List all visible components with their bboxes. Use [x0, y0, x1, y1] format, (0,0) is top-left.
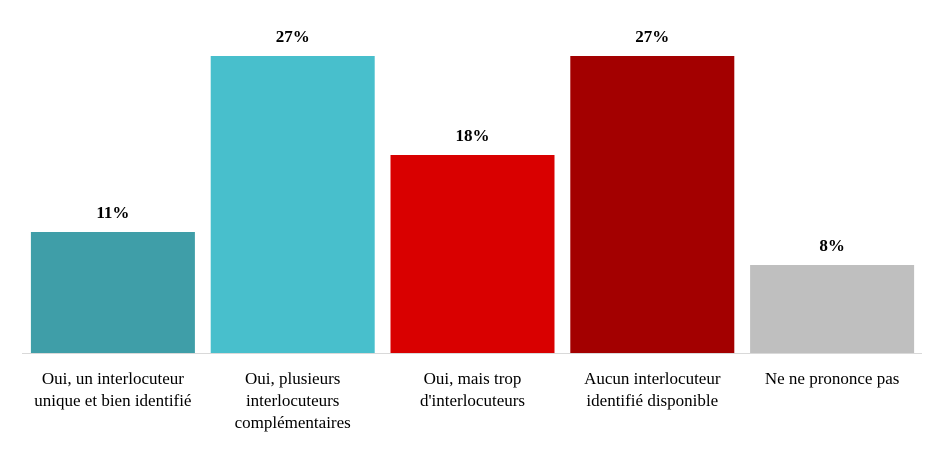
category-label: Oui, plusieurs interlocuteurs complément…: [234, 369, 351, 432]
bar: [390, 155, 555, 353]
value-label: 18%: [456, 126, 490, 145]
bar: [210, 56, 375, 353]
value-label: 11%: [96, 203, 129, 222]
category-label: Aucun interlocuteur identifié disponible: [584, 369, 721, 410]
value-label: 27%: [635, 27, 669, 46]
category-label: Oui, un interlocuteur unique et bien ide…: [34, 369, 192, 410]
category-label: Ne ne prononce pas: [764, 369, 900, 388]
category-label: Oui, mais trop d'interlocuteurs: [419, 369, 526, 410]
value-label: 8%: [819, 236, 845, 255]
bar: [30, 232, 195, 353]
value-label: 27%: [276, 27, 310, 46]
bar: [570, 56, 735, 353]
bar: [750, 265, 915, 353]
